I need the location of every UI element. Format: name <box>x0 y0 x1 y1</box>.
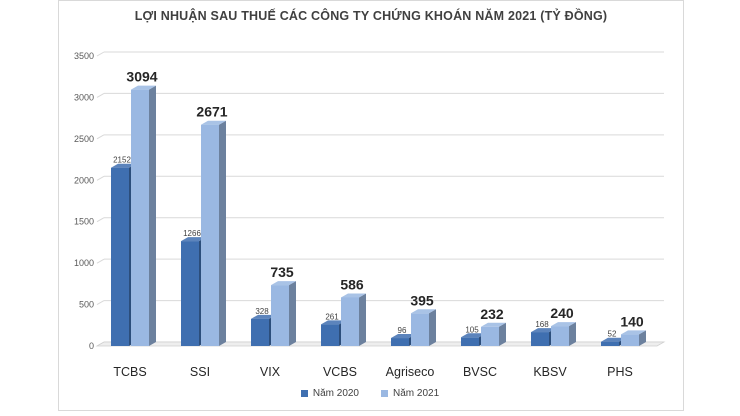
data-label-7-0: 52 <box>608 330 617 339</box>
gridline-wall-1 <box>96 300 105 306</box>
bar-0-1 <box>131 89 149 346</box>
bar-top-5-0 <box>461 333 486 338</box>
data-label-4-1: 395 <box>410 292 434 308</box>
bar-7-0 <box>601 341 619 346</box>
x-tick-label-0: TCBS <box>113 365 146 379</box>
bar-top-0-0 <box>111 163 136 168</box>
bar-1-0 <box>181 241 199 346</box>
gridline-wall-2 <box>96 258 105 264</box>
data-label-6-0: 168 <box>535 320 549 329</box>
bar-top-4-1 <box>411 309 436 314</box>
bar-side-6-1 <box>569 322 576 346</box>
bar-top-7-0 <box>601 337 626 342</box>
data-label-5-1: 232 <box>480 306 504 322</box>
bar-top-1-0 <box>181 237 206 242</box>
legend-label-2020: Năm 2020 <box>312 388 359 399</box>
x-tick-label-4: Agriseco <box>386 365 435 379</box>
bar-0-0 <box>111 167 129 346</box>
y-tick-label: 2000 <box>74 175 94 185</box>
legend-label-2021: Năm 2021 <box>393 388 440 399</box>
bar-top-3-1 <box>341 293 366 298</box>
legend-item-2021: Năm 2021 <box>381 388 439 399</box>
bar-3-1 <box>341 297 359 346</box>
bar-top-1-1 <box>201 120 226 125</box>
legend-swatch-2021 <box>381 390 388 397</box>
bar-side-2-1 <box>289 281 296 346</box>
bar-top-3-0 <box>321 320 346 325</box>
y-tick-label: 0 <box>89 341 94 351</box>
y-tick-label: 500 <box>79 300 94 310</box>
data-label-2-0: 328 <box>255 307 269 316</box>
bar-top-2-1 <box>271 281 296 286</box>
x-tick-label-2: VIX <box>260 365 281 379</box>
bar-6-0 <box>531 332 549 346</box>
y-tick-label: 1000 <box>74 258 94 268</box>
x-tick-label-3: VCBS <box>323 365 357 379</box>
bar-side-5-1 <box>499 322 506 346</box>
bar-4-0 <box>391 338 409 346</box>
bar-2-1 <box>271 285 289 346</box>
data-label-3-0: 261 <box>325 312 339 321</box>
x-tick-label-1: SSI <box>190 365 210 379</box>
bar-6-1 <box>551 326 569 346</box>
data-label-3-1: 586 <box>340 276 364 292</box>
bar-4-1 <box>411 313 429 346</box>
bar-side-1-1 <box>219 120 226 346</box>
y-tick-label: 3000 <box>74 92 94 102</box>
bar-5-1 <box>481 326 499 346</box>
bar-top-6-0 <box>531 328 556 333</box>
chart-legend: Năm 2020 Năm 2021 <box>0 388 740 399</box>
gridline-wall-3 <box>96 217 105 223</box>
data-label-0-1: 3094 <box>126 69 157 85</box>
chart-title: LỢI NHUẬN SAU THUẾ CÁC CÔNG TY CHỨNG KHO… <box>134 9 608 23</box>
bar-1-1 <box>201 124 219 346</box>
bar-3-0 <box>321 324 339 346</box>
y-tick-label: 1500 <box>74 217 94 227</box>
gridline-wall-7 <box>96 51 105 57</box>
x-tick-label-7: PHS <box>607 365 633 379</box>
bar-top-6-1 <box>551 322 576 327</box>
y-tick-label: 3500 <box>74 51 94 61</box>
bar-top-4-0 <box>391 334 416 339</box>
gridline-wall-5 <box>96 134 105 140</box>
data-label-5-0: 105 <box>465 325 479 334</box>
bar-7-1 <box>621 334 639 346</box>
data-label-0-0: 2152 <box>113 156 131 165</box>
bar-5-0 <box>461 337 479 346</box>
bar-top-5-1 <box>481 322 506 327</box>
bar-side-3-1 <box>359 293 366 346</box>
bar-top-7-1 <box>621 330 646 335</box>
bar-side-4-1 <box>429 309 436 346</box>
data-label-6-1: 240 <box>550 305 574 321</box>
gridline-wall-6 <box>96 92 105 98</box>
gridline-wall-4 <box>96 175 105 181</box>
bar-top-0-1 <box>131 85 156 90</box>
legend-swatch-2020 <box>300 390 308 397</box>
bar-top-2-0 <box>251 314 276 319</box>
bar-side-7-1 <box>639 330 646 346</box>
bar-side-0-1 <box>149 85 156 346</box>
x-tick-label-6: KBSV <box>533 365 567 379</box>
data-label-4-0: 96 <box>398 326 407 335</box>
legend-item-2020: Năm 2020 <box>300 388 359 399</box>
bar-2-0 <box>251 318 269 346</box>
data-label-1-1: 2671 <box>196 104 227 120</box>
data-label-2-1: 735 <box>270 264 294 280</box>
x-tick-label-5: BVSC <box>463 365 497 379</box>
data-label-7-1: 140 <box>620 313 644 329</box>
y-tick-label: 2500 <box>74 134 94 144</box>
data-label-1-0: 1266 <box>183 229 201 238</box>
